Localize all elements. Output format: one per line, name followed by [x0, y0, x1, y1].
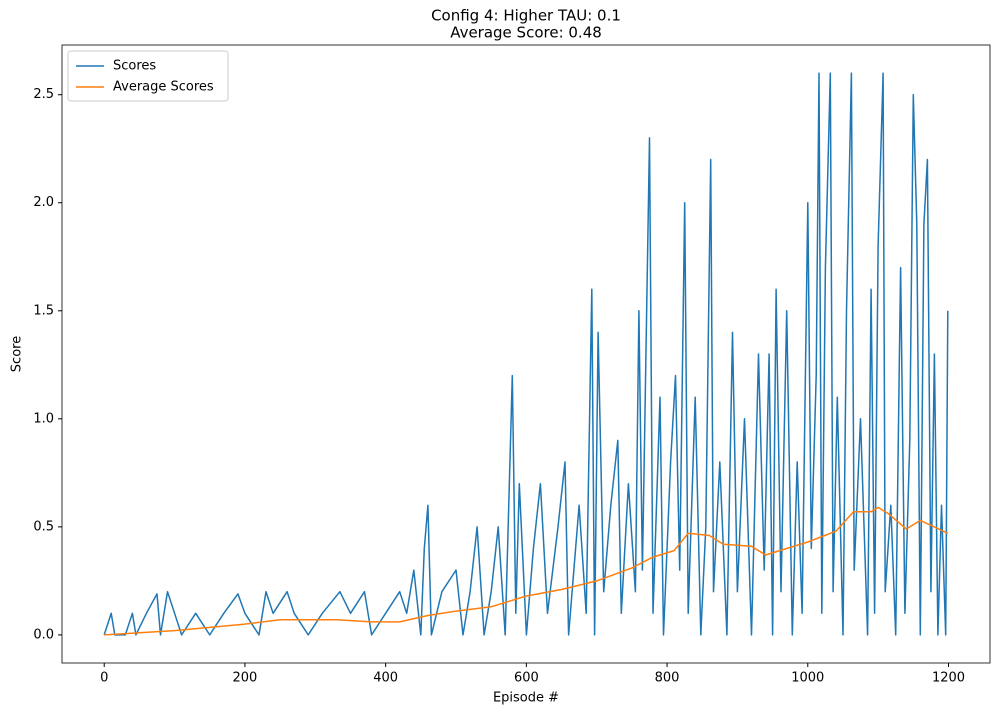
y-tick-label: 2.0: [33, 195, 54, 210]
y-tick-label: 1.5: [33, 303, 54, 318]
legend-label: Average Scores: [113, 80, 214, 95]
x-tick-label: 400: [373, 671, 398, 686]
series-line: [103, 72, 949, 636]
x-axis-label: Episode #: [493, 691, 559, 706]
x-tick-label: 600: [514, 671, 539, 686]
y-tick-label: 1.0: [33, 411, 54, 426]
x-tick-label: 800: [655, 671, 680, 686]
x-tick-label: 0: [100, 671, 108, 686]
legend-box: [67, 50, 229, 102]
x-tick-label: 200: [233, 671, 258, 686]
series-line: [104, 506, 949, 636]
y-tick-label: 0.0: [33, 627, 54, 642]
y-tick-label: 2.5: [33, 87, 54, 102]
plot-frame: [61, 44, 991, 664]
chart-title: Config 4: Higher TAU: 0.1: [431, 7, 621, 25]
x-tick-label: 1000: [791, 671, 824, 686]
legend-label: Scores: [113, 59, 156, 74]
y-tick-label: 0.5: [33, 519, 54, 534]
chart-subtitle: Average Score: 0.48: [450, 24, 602, 42]
y-axis-label: Score: [10, 336, 25, 372]
x-tick-label: 1200: [932, 671, 965, 686]
